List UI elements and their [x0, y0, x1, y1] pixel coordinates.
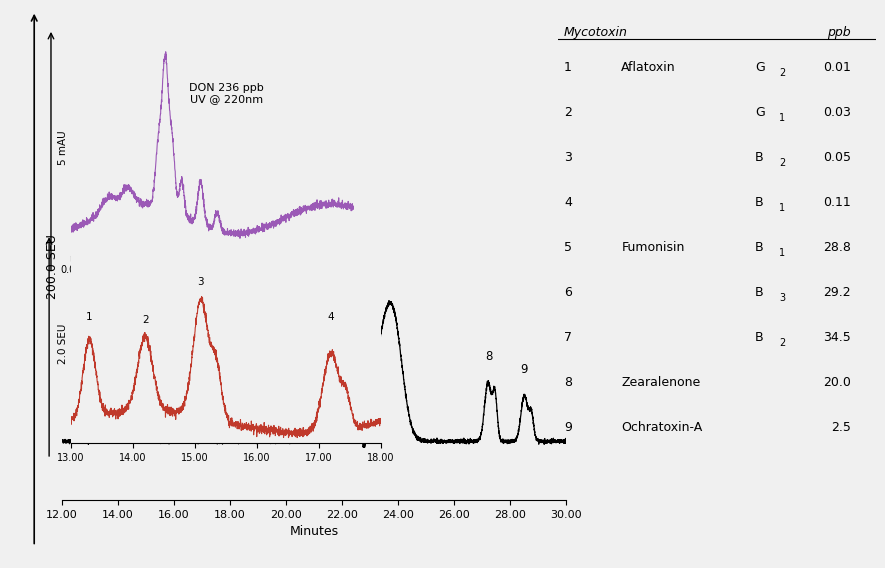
Text: DON 236 ppb
UV @ 220nm: DON 236 ppb UV @ 220nm [189, 83, 264, 105]
Text: 5: 5 [312, 80, 319, 93]
Text: 9: 9 [564, 421, 572, 434]
Text: 9: 9 [520, 363, 528, 376]
Text: Fumonisin: Fumonisin [621, 241, 685, 254]
Text: B: B [755, 197, 764, 209]
Text: 4: 4 [327, 312, 335, 323]
Text: 8: 8 [486, 350, 493, 363]
Text: B: B [755, 151, 764, 164]
Text: Zearalenone: Zearalenone [621, 376, 701, 389]
Text: 2: 2 [142, 315, 149, 325]
Text: 3: 3 [564, 151, 572, 164]
Text: 2.5: 2.5 [831, 421, 850, 434]
Y-axis label: 200.0 SEU: 200.0 SEU [46, 235, 59, 299]
Text: 0.03: 0.03 [823, 106, 850, 119]
Text: G: G [755, 106, 765, 119]
Text: 1: 1 [779, 113, 785, 123]
Text: 7: 7 [347, 243, 354, 256]
Text: Mycotoxin: Mycotoxin [564, 26, 627, 39]
Text: ppb: ppb [827, 26, 850, 39]
Text: Ochratoxin-A: Ochratoxin-A [621, 421, 703, 434]
Text: 3: 3 [779, 293, 785, 303]
X-axis label: Minutes: Minutes [192, 281, 233, 291]
Text: 5: 5 [564, 241, 572, 254]
Text: 1: 1 [564, 61, 572, 74]
Text: B: B [755, 286, 764, 299]
Text: 8: 8 [564, 376, 572, 389]
Text: 6: 6 [330, 190, 337, 203]
Text: 2: 2 [779, 158, 785, 168]
Text: Aflatoxin: Aflatoxin [621, 61, 676, 74]
Text: 3: 3 [197, 277, 204, 287]
Text: 2: 2 [564, 106, 572, 119]
Text: 0.11: 0.11 [823, 197, 850, 209]
Text: 34.5: 34.5 [823, 331, 850, 344]
Text: 1: 1 [779, 203, 785, 213]
Text: 2: 2 [779, 338, 785, 348]
Text: 4: 4 [564, 197, 572, 209]
Text: 29.2: 29.2 [823, 286, 850, 299]
Text: B: B [755, 241, 764, 254]
Text: 28.8: 28.8 [823, 241, 850, 254]
Text: 1: 1 [86, 312, 93, 323]
Text: 1: 1 [779, 248, 785, 258]
Text: 0.05: 0.05 [823, 151, 850, 164]
Text: 0.01: 0.01 [823, 61, 850, 74]
Y-axis label: 2.0 SEU: 2.0 SEU [58, 323, 68, 364]
Text: 2: 2 [779, 68, 785, 78]
Y-axis label: 5 mAU: 5 mAU [58, 131, 68, 165]
Text: 7: 7 [564, 331, 572, 344]
X-axis label: Minutes: Minutes [289, 525, 339, 538]
Text: B: B [755, 331, 764, 344]
Text: 6: 6 [564, 286, 572, 299]
Text: 20.0: 20.0 [823, 376, 850, 389]
Text: G: G [755, 61, 765, 74]
